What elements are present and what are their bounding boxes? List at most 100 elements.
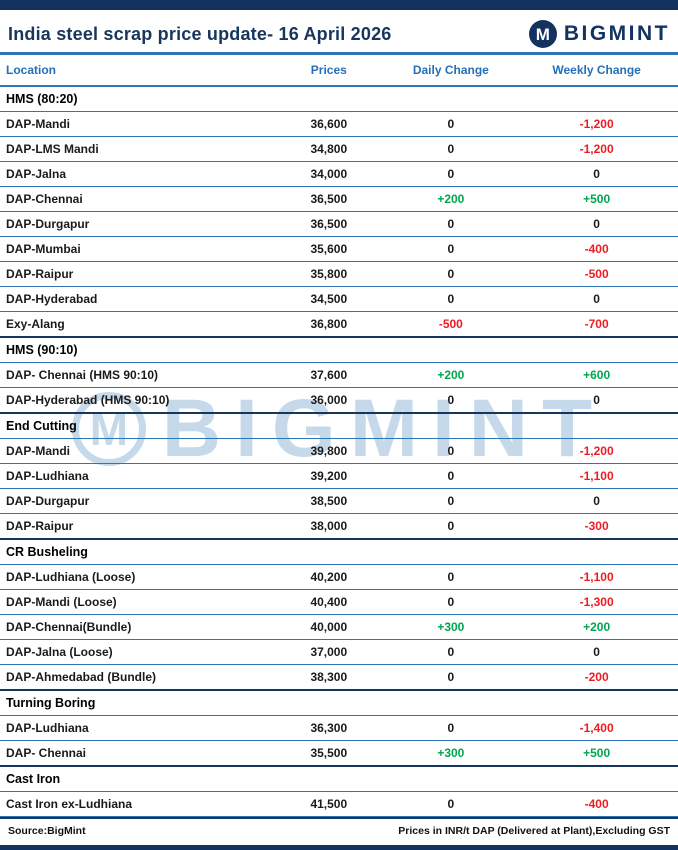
price-row: DAP-Mandi 39,800 0 -1,200 <box>0 438 678 464</box>
top-accent-bar <box>0 0 678 10</box>
weekly-change-cell: -1,200 <box>515 136 678 162</box>
weekly-change-cell: -1,200 <box>515 438 678 464</box>
section-header-row: End Cutting <box>0 412 678 439</box>
weekly-change-cell: 0 <box>515 387 678 414</box>
price-row: DAP-Durgapur 38,500 0 0 <box>0 488 678 514</box>
location-cell: DAP-Chennai(Bundle) <box>0 614 272 640</box>
location-cell: Cast Iron ex-Ludhiana <box>0 791 272 817</box>
location-cell: DAP-Durgapur <box>0 211 272 237</box>
price-cell: 34,500 <box>271 286 387 312</box>
weekly-change-cell: -300 <box>515 513 678 540</box>
location-cell: DAP- Chennai <box>0 740 272 767</box>
price-row: DAP-Ludhiana (Loose) 40,200 0 -1,100 <box>0 564 678 590</box>
daily-change-cell: 0 <box>386 286 516 312</box>
bigmint-logo-icon: M <box>528 20 557 48</box>
section-title: CR Busheling <box>0 538 678 565</box>
price-cell: 35,800 <box>271 261 387 287</box>
location-cell: DAP-Hyderabad (HMS 90:10) <box>0 387 272 414</box>
col-header-location: Location <box>0 52 272 87</box>
source-label: Source:BigMint <box>8 825 86 837</box>
daily-change-cell: 0 <box>386 211 516 237</box>
weekly-change-cell: -200 <box>515 664 678 691</box>
price-row: DAP-LMS Mandi 34,800 0 -1,200 <box>0 136 678 162</box>
weekly-change-cell: 0 <box>515 639 678 665</box>
price-row: DAP-Ahmedabad (Bundle) 38,300 0 -200 <box>0 664 678 691</box>
weekly-change-cell: -1,400 <box>515 715 678 741</box>
weekly-change-cell: -1,200 <box>515 111 678 137</box>
daily-change-cell: 0 <box>386 639 516 665</box>
weekly-change-cell: -400 <box>515 236 678 262</box>
price-basis-note: Prices in INR/t DAP (Delivered at Plant)… <box>398 825 670 837</box>
location-cell: DAP-Raipur <box>0 261 272 287</box>
daily-change-cell: 0 <box>386 136 516 162</box>
daily-change-cell: 0 <box>386 791 516 817</box>
price-cell: 38,500 <box>271 488 387 514</box>
daily-change-cell: 0 <box>386 387 516 414</box>
weekly-change-cell: -1,300 <box>515 589 678 615</box>
daily-change-cell: 0 <box>386 715 516 741</box>
price-row: Exy-Alang 36,800 -500 -700 <box>0 311 678 338</box>
weekly-change-cell: -700 <box>515 311 678 338</box>
location-cell: DAP-Jalna <box>0 161 272 187</box>
daily-change-cell: 0 <box>386 438 516 464</box>
price-row: DAP-Raipur 35,800 0 -500 <box>0 261 678 287</box>
price-row: DAP-Raipur 38,000 0 -300 <box>0 513 678 540</box>
footer-bar: Source:BigMint Prices in INR/t DAP (Deli… <box>0 817 678 845</box>
section-title: HMS (90:10) <box>0 336 678 363</box>
daily-change-cell: 0 <box>386 236 516 262</box>
section-title: Cast Iron <box>0 765 678 792</box>
price-cell: 36,000 <box>271 387 387 414</box>
weekly-change-cell: +500 <box>515 740 678 767</box>
price-cell: 36,500 <box>271 186 387 212</box>
price-cell: 38,300 <box>271 664 387 691</box>
weekly-change-cell: -400 <box>515 791 678 817</box>
col-header-prices: Prices <box>271 52 387 87</box>
price-row: DAP-Ludhiana 36,300 0 -1,400 <box>0 715 678 741</box>
section-header-row: HMS (80:20) <box>0 85 678 112</box>
col-header-weekly-change: Weekly Change <box>515 52 678 87</box>
price-row: DAP-Jalna 34,000 0 0 <box>0 161 678 187</box>
location-cell: DAP-Ahmedabad (Bundle) <box>0 664 272 691</box>
location-cell: DAP-Mandi <box>0 438 272 464</box>
bigmint-logo: M BIGMINT <box>528 20 670 48</box>
location-cell: DAP-Mandi (Loose) <box>0 589 272 615</box>
location-cell: DAP-Hyderabad <box>0 286 272 312</box>
daily-change-cell: -500 <box>386 311 516 338</box>
price-cell: 39,200 <box>271 463 387 489</box>
price-cell: 36,300 <box>271 715 387 741</box>
price-cell: 35,500 <box>271 740 387 767</box>
price-cell: 38,000 <box>271 513 387 540</box>
location-cell: DAP- Chennai (HMS 90:10) <box>0 362 272 388</box>
section-header-row: CR Busheling <box>0 538 678 565</box>
price-cell: 39,800 <box>271 438 387 464</box>
daily-change-cell: 0 <box>386 589 516 615</box>
price-row: DAP-Mandi (Loose) 40,400 0 -1,300 <box>0 589 678 615</box>
price-row: Cast Iron ex-Ludhiana 41,500 0 -400 <box>0 791 678 817</box>
daily-change-cell: 0 <box>386 161 516 187</box>
section-header-row: HMS (90:10) <box>0 336 678 363</box>
price-row: DAP-Mandi 36,600 0 -1,200 <box>0 111 678 137</box>
location-cell: DAP-Raipur <box>0 513 272 540</box>
price-row: DAP-Chennai(Bundle) 40,000 +300 +200 <box>0 614 678 640</box>
price-cell: 34,000 <box>271 161 387 187</box>
daily-change-cell: 0 <box>386 261 516 287</box>
title-bar: India steel scrap price update- 16 April… <box>0 10 678 52</box>
daily-change-cell: 0 <box>386 488 516 514</box>
weekly-change-cell: +200 <box>515 614 678 640</box>
section-title: HMS (80:20) <box>0 85 678 112</box>
section-header-row: Cast Iron <box>0 765 678 792</box>
daily-change-cell: 0 <box>386 664 516 691</box>
weekly-change-cell: +600 <box>515 362 678 388</box>
price-cell: 40,000 <box>271 614 387 640</box>
price-row: DAP-Jalna (Loose) 37,000 0 0 <box>0 639 678 665</box>
location-cell: DAP-Ludhiana <box>0 715 272 741</box>
price-cell: 34,800 <box>271 136 387 162</box>
location-cell: DAP-Mumbai <box>0 236 272 262</box>
section-title: Turning Boring <box>0 689 678 716</box>
price-table: Location Prices Daily Change Weekly Chan… <box>0 52 678 817</box>
weekly-change-cell: 0 <box>515 211 678 237</box>
daily-change-cell: 0 <box>386 463 516 489</box>
location-cell: DAP-Ludhiana (Loose) <box>0 564 272 590</box>
daily-change-cell: +300 <box>386 614 516 640</box>
location-cell: DAP-Chennai <box>0 186 272 212</box>
